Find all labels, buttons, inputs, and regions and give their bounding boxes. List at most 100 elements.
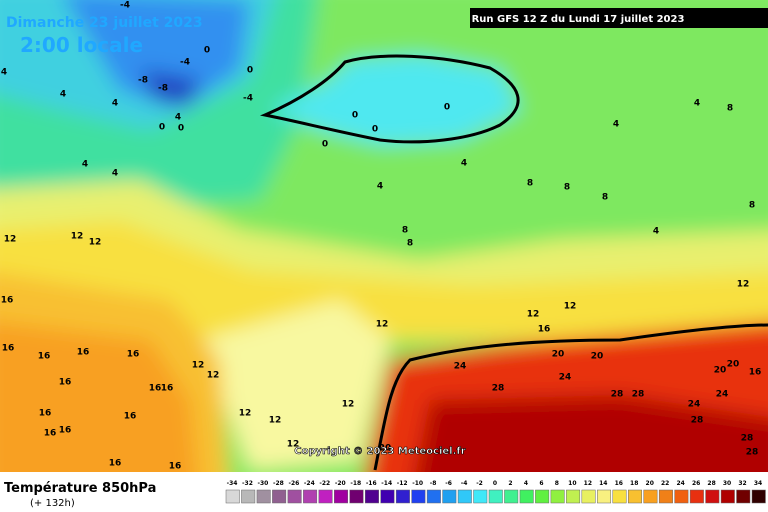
contour-label: 4 — [694, 99, 700, 109]
contour-label: 8 — [407, 239, 413, 249]
scale-label: -6 — [445, 480, 452, 487]
contour-label: 16 — [161, 384, 174, 394]
scale-swatch — [426, 489, 441, 504]
contour-label: 20 — [552, 350, 565, 360]
scale-label: -20 — [335, 480, 346, 487]
contour-label: 24 — [688, 400, 701, 410]
contour-label: 20 — [714, 366, 727, 376]
date: Dimanche 23 juillet 2023 — [6, 15, 203, 31]
contour-label: 24 — [716, 390, 729, 400]
scale-label: 8 — [555, 480, 559, 487]
scale-swatch — [519, 489, 534, 504]
color-scale: -34 -32 -30 -28 -26 -24 -22 -20 -18 -16 -14 -12 -10-… — [225, 480, 766, 504]
contour-label: 16 — [2, 344, 15, 354]
scale-label: 0 — [493, 480, 497, 487]
scale-label: 16 — [615, 480, 623, 487]
contour-label: -8 — [158, 84, 168, 94]
scale-label: 4 — [524, 480, 528, 487]
scale-swatch — [442, 489, 457, 504]
contour-line — [373, 323, 768, 471]
contour-label: 12 — [342, 400, 355, 410]
contour-label: 24 — [559, 373, 572, 383]
contour-label: 12 — [89, 238, 102, 248]
contour-label: 0 — [178, 124, 184, 134]
contour-label: 16 — [38, 352, 51, 362]
scale-label: -4 — [461, 480, 468, 487]
scale-label: -8 — [430, 480, 437, 487]
scale-label: 28 — [707, 480, 715, 487]
run-box — [470, 8, 768, 28]
contour-label: -4 — [243, 94, 253, 104]
scale-swatch — [674, 489, 689, 504]
scale-label: 30 — [723, 480, 731, 487]
scale-label: -22 — [319, 480, 330, 487]
contour-label: 28 — [492, 384, 505, 394]
contour-label: 4 — [175, 113, 181, 123]
scale-label: 2 — [508, 480, 512, 487]
field — [140, 70, 200, 105]
contour-label: 28 — [632, 390, 645, 400]
contour-label: 12 — [527, 310, 540, 320]
contour-label: 0 — [372, 125, 378, 135]
contour-label: 16 — [149, 384, 162, 394]
contour-label: 0 — [444, 103, 450, 113]
scale-swatch — [612, 489, 627, 504]
scale-swatch — [720, 489, 735, 504]
scale-swatch — [627, 489, 642, 504]
scale-label: -26 — [288, 480, 299, 487]
scale-swatch — [566, 489, 581, 504]
scale-swatch — [349, 489, 364, 504]
contour-label: 16 — [59, 426, 72, 436]
contour-label: 4 — [653, 227, 659, 237]
scale-label: -32 — [242, 480, 253, 487]
scale-swatch — [473, 489, 488, 504]
scale-swatch — [488, 489, 503, 504]
scale-swatch — [581, 489, 596, 504]
scale-swatch — [689, 489, 704, 504]
scale-swatch — [256, 489, 271, 504]
contour-label: 16 — [59, 378, 72, 388]
scale-label: 6 — [539, 480, 543, 487]
scale-swatch — [643, 489, 658, 504]
run-info: Run GFS 12 Z du Lundi 17 juillet 2023 — [472, 14, 685, 25]
contour-label: 12 — [737, 280, 750, 290]
scale-label: 10 — [568, 480, 576, 487]
scale-label: 26 — [692, 480, 700, 487]
contour-label: 16 — [77, 348, 90, 358]
contour-label: 16 — [538, 325, 551, 335]
scale-swatch — [504, 489, 519, 504]
lead-time: (+ 132h) — [30, 498, 75, 509]
contour-label: 4 — [60, 90, 66, 100]
scale-swatch — [457, 489, 472, 504]
contour-label: 16 — [1, 296, 14, 306]
scale-swatch — [535, 489, 550, 504]
contour-label: 0 — [204, 46, 210, 56]
scale-label: 20 — [646, 480, 654, 487]
scale-label: -10 — [412, 480, 423, 487]
contour-label: -4 — [120, 1, 130, 11]
scale-label: -18 — [350, 480, 361, 487]
contour-label: 16 — [44, 429, 57, 439]
contour-label: 20 — [591, 352, 604, 362]
scale-label: 14 — [599, 480, 607, 487]
contour-label: 12 — [192, 361, 205, 371]
contour-label: 12 — [287, 440, 300, 450]
scale-swatch — [303, 489, 318, 504]
field — [200, 300, 390, 470]
scale-swatch — [334, 489, 349, 504]
footer-title: Température 850hPa — [4, 481, 156, 496]
scale-label: -14 — [381, 480, 392, 487]
field — [270, 55, 520, 145]
field — [0, 322, 200, 500]
field — [66, 0, 250, 110]
contour-label: 16 — [124, 412, 137, 422]
scale-swatch — [658, 489, 673, 504]
contour-label: 4 — [461, 159, 467, 169]
scale-swatch — [380, 489, 395, 504]
scale-label: -2 — [476, 480, 483, 487]
contour-label: 28 — [741, 434, 754, 444]
scale-swatch — [395, 489, 410, 504]
contour-label: 8 — [402, 226, 408, 236]
